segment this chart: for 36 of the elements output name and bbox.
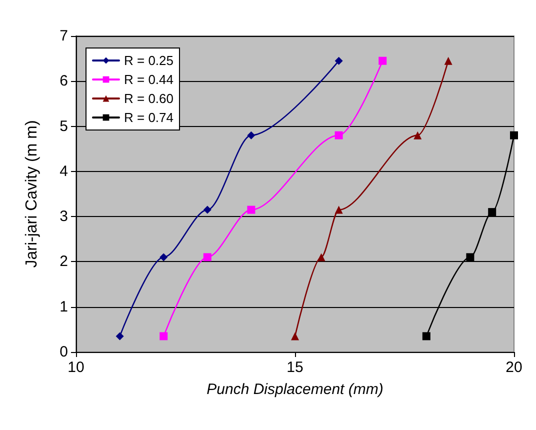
point bbox=[510, 131, 518, 140]
point bbox=[247, 131, 256, 140]
point bbox=[291, 332, 299, 340]
point bbox=[203, 206, 212, 214]
point bbox=[203, 253, 212, 262]
x-axis-title: Punch Displacement (mm) bbox=[206, 381, 384, 398]
point bbox=[488, 208, 496, 216]
y-tick-label: 3 bbox=[60, 208, 68, 226]
point bbox=[444, 56, 452, 65]
point bbox=[116, 332, 124, 340]
point bbox=[378, 56, 387, 65]
legend-label: R = 0.25 bbox=[124, 53, 174, 68]
point bbox=[334, 56, 343, 65]
legend-label: R = 0.60 bbox=[124, 91, 174, 106]
point bbox=[334, 131, 343, 140]
point bbox=[317, 253, 326, 262]
point bbox=[247, 206, 256, 214]
legend-label: R = 0.44 bbox=[124, 72, 174, 87]
x-tick-label: 15 bbox=[286, 359, 304, 376]
point bbox=[422, 332, 430, 340]
y-tick-label: 6 bbox=[60, 72, 68, 90]
y-tick-label: 7 bbox=[60, 28, 68, 44]
y-tick-label: 4 bbox=[60, 162, 68, 180]
x-tick-label: 10 bbox=[68, 359, 84, 376]
y-tick-label: 0 bbox=[60, 344, 68, 360]
y-axis-title: Jari-jari Cavity (m m) bbox=[24, 120, 40, 268]
y-tick-label: 5 bbox=[60, 118, 68, 135]
point bbox=[414, 131, 422, 140]
y-tick-label: 2 bbox=[60, 253, 68, 270]
point bbox=[334, 206, 343, 214]
x-tick-label: 20 bbox=[506, 359, 522, 376]
point bbox=[160, 253, 168, 262]
legend-label: R = 0.74 bbox=[124, 110, 174, 125]
y-tick-label: 1 bbox=[60, 298, 68, 316]
point bbox=[160, 332, 168, 340]
point bbox=[466, 253, 474, 262]
